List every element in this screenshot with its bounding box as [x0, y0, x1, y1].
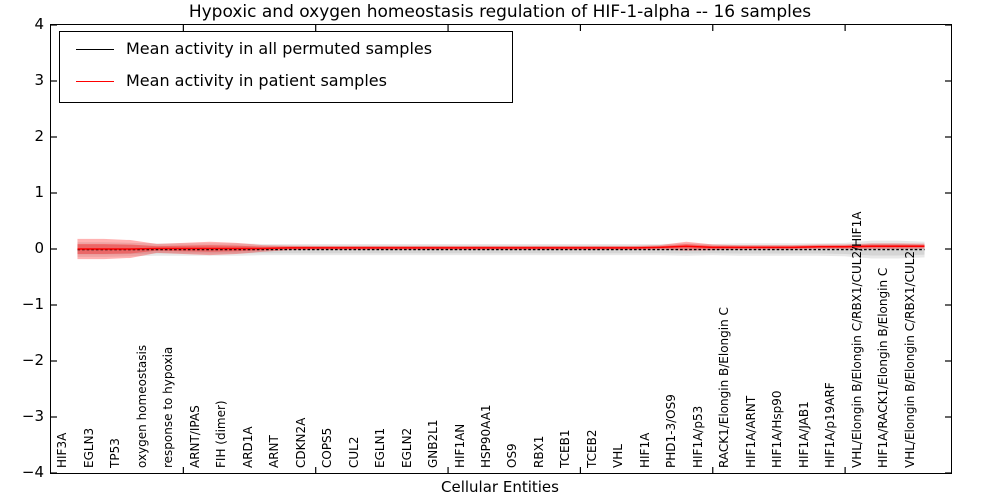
- y-tick-label: 0: [34, 239, 44, 257]
- legend-line-sample: [76, 49, 114, 50]
- x-entity-label: CDKN2A: [293, 417, 308, 468]
- x-entity-label: HIF3A: [55, 432, 70, 468]
- plot-area: [50, 24, 952, 474]
- legend-entry: Mean activity in patient samples: [60, 66, 512, 98]
- x-entity-label: HIF1A/RACK1/Elongin B/Elongin C: [876, 267, 891, 468]
- x-entity-label: HIF1AN: [452, 423, 467, 468]
- legend-label: Mean activity in all permuted samples: [126, 39, 433, 58]
- y-tick-label: −1: [21, 295, 44, 313]
- x-entity-label: response to hypoxia: [161, 346, 176, 468]
- x-entity-label: VHL/Elongin B/Elongin C/RBX1/CUL2: [902, 250, 917, 468]
- y-tick-label: 2: [34, 127, 44, 145]
- x-entity-label: HIF1A/p19ARF: [823, 382, 838, 468]
- x-entity-label: HIF1A: [637, 432, 652, 468]
- chart-title: Hypoxic and oxygen homeostasis regulatio…: [188, 2, 812, 22]
- x-entity-label: HIF1A/ARNT: [743, 395, 758, 468]
- chart-canvas: [51, 25, 951, 473]
- x-entity-label: OS9: [505, 443, 520, 468]
- y-tick-label: 4: [34, 15, 44, 33]
- y-tick-label: −3: [21, 407, 44, 425]
- x-entity-label: FIH (dimer): [214, 400, 229, 468]
- y-tick-label: −4: [21, 463, 44, 481]
- x-entity-label: EGLN1: [373, 427, 388, 468]
- y-axis-label: Inferred Activity: [0, 139, 1, 339]
- x-entity-label: EGLN2: [399, 427, 414, 468]
- x-entity-label: GNB2L1: [426, 419, 441, 468]
- x-entity-label: COPS5: [320, 427, 335, 468]
- x-entity-label: HIF1A/JAB1: [796, 401, 811, 468]
- x-entity-label: ARNT/IPAS: [187, 405, 202, 468]
- mean-line-patient: [77, 245, 925, 250]
- x-entity-label: PHD1-3/OS9: [664, 394, 679, 468]
- x-entity-label: TCEB2: [584, 429, 599, 468]
- x-entity-label: HSP90AA1: [479, 404, 493, 468]
- x-entity-label: ARNT: [267, 435, 282, 468]
- x-entity-label: TCEB1: [558, 429, 573, 468]
- x-entity-label: CUL2: [346, 436, 361, 468]
- y-tick-label: −2: [21, 351, 44, 369]
- x-entity-label: EGLN3: [81, 427, 96, 468]
- x-entity-label: HIF1A/Hsp90: [770, 390, 785, 468]
- x-entity-label: RACK1/Elongin B/Elongin C: [717, 307, 732, 468]
- legend-label: Mean activity in patient samples: [126, 71, 387, 90]
- x-entity-label: ARD1A: [240, 426, 255, 468]
- x-axis-label: Cellular Entities: [441, 478, 559, 496]
- x-entity-label: HIF1A/p53: [690, 405, 705, 468]
- legend-line-sample: [76, 81, 114, 82]
- x-entity-label: VHL/Elongin B/Elongin C/RBX1/CUL2/HIF1A: [849, 211, 864, 468]
- legend-entry: Mean activity in all permuted samples: [60, 34, 512, 66]
- legend: Mean activity in all permuted samples Mea…: [59, 31, 513, 103]
- y-tick-label: 1: [34, 183, 44, 201]
- x-entity-label: VHL: [611, 444, 626, 468]
- x-entity-label: TP53: [108, 438, 123, 468]
- x-entity-label: RBX1: [531, 435, 546, 468]
- band-patient-range-inner: [77, 243, 925, 255]
- y-tick-label: 3: [34, 71, 44, 89]
- x-entity-label: oxygen homeostasis: [134, 344, 149, 468]
